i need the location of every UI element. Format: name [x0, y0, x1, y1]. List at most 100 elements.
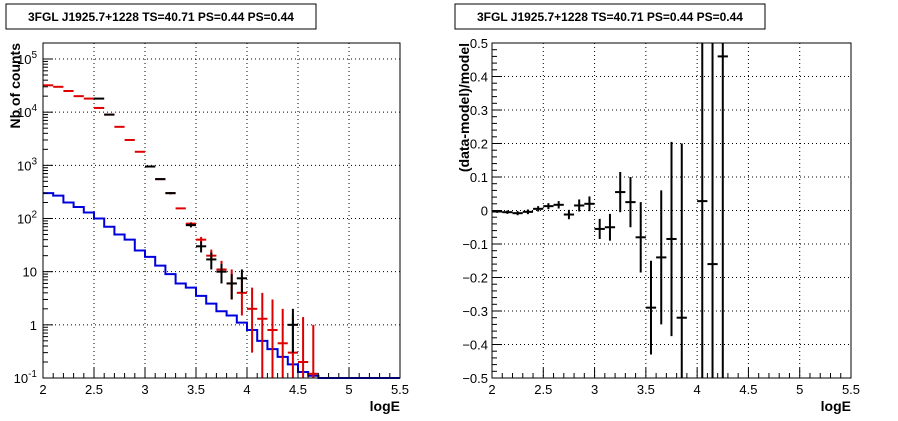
counts-x-axis-label: logE	[370, 398, 400, 414]
residual-title: 3FGL J1925.7+1228 TS=40.71 PS=0.44 PS=0.…	[477, 10, 743, 24]
counts-x-tick-label: 2	[39, 382, 46, 397]
residual-y-tick-label: 0	[481, 204, 488, 219]
counts-x-tick-labels: 2 2.5 3 3.5 4 4.5 5 5.5	[39, 382, 409, 397]
residual-x-tick-label: 2.5	[534, 382, 552, 397]
residual-x-tick-label: 4.5	[739, 382, 757, 397]
counts-x-tick-label: 5.5	[391, 382, 409, 397]
data-point	[216, 263, 227, 284]
residual-point	[553, 201, 564, 209]
model-point	[257, 292, 268, 378]
counts-y-tick-label: 10	[23, 265, 37, 280]
residual-panel: 3FGL J1925.7+1228 TS=40.71 PS=0.44 PS=0.…	[454, 3, 860, 414]
residual-point	[543, 203, 554, 210]
data-point	[94, 97, 105, 100]
counts-panel: 3FGL J1925.7+1228 TS=40.71 PS=0.44 PS=0.…	[5, 3, 409, 414]
data-points	[94, 97, 298, 353]
data-point	[155, 178, 166, 181]
residual-y-tick-label: 0.2	[470, 137, 488, 152]
counts-y-tick-label: 10-1	[14, 369, 38, 386]
residual-point	[574, 199, 585, 212]
residual-point	[635, 202, 646, 273]
residual-y-tick-label: −0.3	[462, 304, 488, 319]
model-point	[114, 125, 125, 128]
residual-point	[666, 141, 677, 337]
counts-x-tick-label: 3	[141, 382, 148, 397]
residual-x-tick-label: 5.5	[842, 382, 860, 397]
residual-y-tick-label: 0.3	[470, 103, 488, 118]
residual-point	[707, 43, 718, 378]
counts-x-tick-label: 2.5	[85, 382, 103, 397]
residual-point	[676, 143, 687, 378]
counts-y-tick-label-text: 104	[17, 103, 37, 120]
model-point	[267, 299, 278, 378]
data-point	[236, 269, 247, 293]
residual-y-tick-label: 0.4	[470, 70, 488, 85]
residual-point	[656, 190, 667, 325]
counts-y-tick-label: 1	[30, 318, 37, 333]
data-point	[196, 241, 207, 253]
residual-x-tick-labels: 2 2.5 3 3.5 4 4.5 5 5.5	[488, 382, 860, 397]
residual-y-tick-label: 0.1	[470, 170, 488, 185]
counts-y-tick-label-text: 105	[17, 50, 37, 67]
residual-point	[584, 196, 595, 212]
model-point	[73, 95, 84, 98]
residual-point	[645, 260, 657, 355]
data-point	[226, 274, 237, 300]
residual-point	[502, 210, 513, 214]
model-point	[94, 106, 105, 109]
residual-point	[533, 206, 544, 212]
counts-y-tick-label-text: 103	[17, 156, 37, 173]
counts-x-tick-label: 4	[243, 382, 250, 397]
model-point	[134, 150, 145, 153]
counts-y-tick-label-text: 102	[17, 210, 37, 227]
residual-point	[697, 43, 708, 378]
data-point	[145, 165, 156, 168]
counts-ticks	[42, 42, 401, 379]
counts-y-tick-labels: 10-1 1 10 102 103 104 105	[14, 50, 38, 386]
residual-y-tick-labels: −0.5 −0.4 −0.3 −0.2 −0.1 0 0.1 0.2 0.3 0.4 0.5	[462, 36, 488, 386]
counts-x-tick-label: 5	[345, 382, 352, 397]
residual-point	[604, 213, 616, 241]
residual-x-tick-label: 4	[694, 382, 701, 397]
counts-title-box: 3FGL J1925.7+1228 TS=40.71 PS=0.44 PS=0.…	[5, 3, 317, 30]
model-point	[247, 287, 258, 353]
residual-point	[563, 209, 575, 220]
counts-y-tick-label: 102	[17, 210, 37, 227]
residual-x-tick-label: 3	[591, 382, 598, 397]
data-point	[287, 308, 298, 353]
model-point	[277, 308, 288, 378]
residual-x-axis-label: logE	[821, 398, 851, 414]
residual-ticks	[491, 42, 852, 379]
residual-x-tick-label: 5	[796, 382, 803, 397]
residual-y-tick-label: −0.5	[462, 371, 488, 386]
residual-y-tick-label: −0.1	[462, 237, 488, 252]
counts-title: 3FGL J1925.7+1228 TS=40.71 PS=0.44 PS=0.…	[28, 10, 294, 24]
residual-point	[717, 43, 728, 378]
counts-y-tick-label: 104	[17, 103, 37, 120]
model-point	[124, 138, 135, 141]
data-point	[165, 192, 176, 195]
data-point	[104, 113, 115, 116]
residual-x-tick-label: 3.5	[637, 382, 655, 397]
residual-points	[492, 43, 728, 378]
model-point	[175, 207, 186, 210]
model-point	[63, 90, 74, 93]
model-point	[298, 317, 309, 378]
counts-y-tick-label-text: 1	[30, 318, 37, 333]
counts-y-tick-label-text: 10-1	[14, 369, 38, 386]
counts-frame	[42, 42, 401, 379]
model-point	[308, 324, 319, 378]
residual-point	[625, 177, 636, 228]
model-point	[83, 97, 94, 100]
residual-point	[615, 171, 626, 213]
residual-title-box: 3FGL J1925.7+1228 TS=40.71 PS=0.44 PS=0.…	[454, 3, 766, 30]
residual-x-tick-label: 2	[488, 382, 495, 397]
counts-y-tick-label-text: 10	[23, 265, 37, 280]
data-point	[206, 252, 217, 270]
model-point	[53, 85, 64, 88]
residual-point	[522, 209, 534, 215]
residual-y-tick-label: 0.5	[470, 36, 488, 51]
data-point	[185, 223, 196, 228]
model-point	[43, 84, 54, 87]
